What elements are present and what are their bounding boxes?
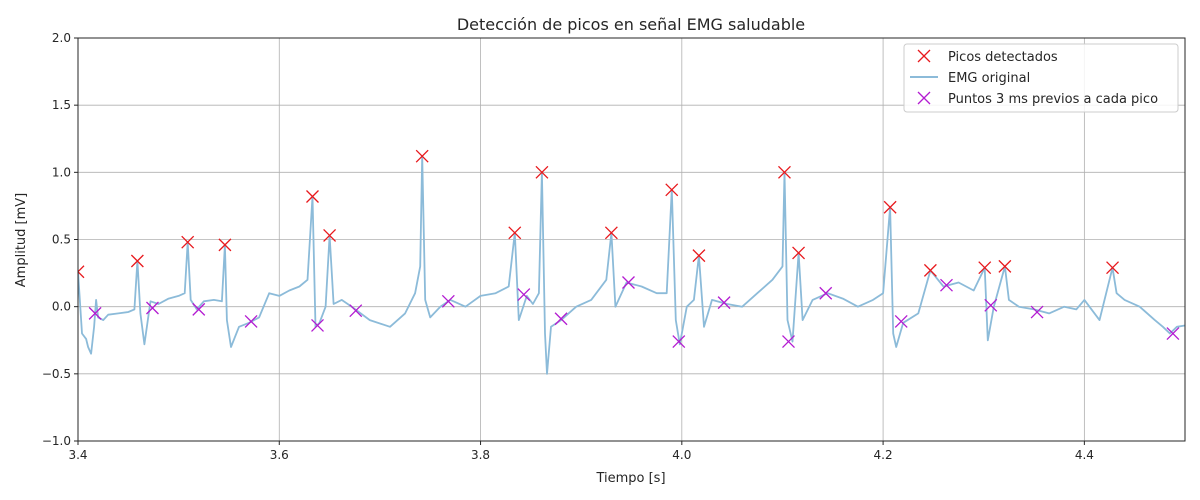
x-tick-label: 4.4 bbox=[1075, 448, 1094, 462]
pre-peak-point-marker bbox=[894, 314, 908, 328]
detected-peak-marker bbox=[130, 254, 144, 268]
emg-signal-line bbox=[78, 155, 1185, 375]
detected-peak-marker bbox=[792, 246, 806, 260]
detected-peak-marker bbox=[508, 226, 522, 240]
detected-peak-marker bbox=[883, 200, 897, 214]
pre-peak-point-marker bbox=[1030, 305, 1044, 319]
pre-peak-point-marker bbox=[311, 319, 324, 332]
pre-peak-point-marker bbox=[517, 288, 531, 302]
pre-peak-point-marker bbox=[441, 294, 455, 308]
legend-entry-label: Puntos 3 ms previos a cada pico bbox=[948, 92, 1158, 107]
x-tick-label: 3.4 bbox=[68, 448, 87, 462]
y-tick-label: −1.0 bbox=[42, 434, 71, 448]
legend-entry-label: EMG original bbox=[948, 71, 1030, 86]
detected-peak-marker bbox=[306, 190, 319, 203]
detected-peak-marker bbox=[535, 165, 549, 179]
legend: Picos detectados EMG original Puntos 3 ms … bbox=[903, 43, 1179, 113]
pre-peak-point-marker bbox=[717, 296, 731, 310]
y-tick-label: −0.5 bbox=[42, 367, 71, 381]
detected-peak-marker bbox=[604, 226, 618, 240]
x-axis-ticks: 3.4 3.6 3.8 4.0 4.2 4.4 bbox=[68, 441, 1094, 462]
detected-peak-marker bbox=[181, 235, 195, 249]
pre-peak-point-marker bbox=[349, 304, 363, 318]
pre-peak-point-marker bbox=[192, 302, 206, 316]
pre-peak-point-marker bbox=[1166, 327, 1180, 340]
pre-peak-point-marker bbox=[88, 306, 102, 320]
detected-peak-marker bbox=[218, 238, 232, 252]
x-tick-label: 4.2 bbox=[874, 448, 893, 462]
pre-peak-point-marker bbox=[146, 301, 159, 315]
chart-title: Detección de picos en señal EMG saludabl… bbox=[457, 15, 805, 34]
detected-peak-marker bbox=[665, 183, 679, 197]
detected-peak-marker bbox=[978, 261, 992, 275]
detected-peak-marker bbox=[1106, 261, 1119, 275]
pre-peak-point-marker bbox=[554, 312, 568, 326]
y-tick-label: 1.0 bbox=[52, 165, 71, 179]
legend-marker-swatch bbox=[917, 49, 931, 63]
detected-peak-marker bbox=[923, 263, 937, 277]
pre-peak-point-marker bbox=[672, 335, 686, 349]
pre-peak-point-marker bbox=[940, 278, 953, 292]
detected-peak-marker bbox=[778, 165, 791, 179]
pre-peak-point-marker bbox=[622, 276, 635, 289]
detected-peak-marker bbox=[998, 259, 1012, 273]
x-tick-label: 3.6 bbox=[270, 448, 289, 462]
x-axis-label: Tiempo [s] bbox=[595, 471, 665, 486]
detected-peak-marker bbox=[323, 229, 337, 242]
detected-peak-marker bbox=[692, 249, 706, 263]
pre-peak-point-marker bbox=[984, 298, 998, 312]
y-tick-label: 1.5 bbox=[52, 98, 71, 112]
pre-peak-point-marker bbox=[819, 286, 833, 300]
detected-peak-marker bbox=[415, 149, 429, 163]
pre-peak-point-marker bbox=[782, 335, 795, 349]
detected-peak-marker bbox=[78, 265, 85, 279]
y-tick-label: 2.0 bbox=[52, 31, 71, 45]
x-tick-label: 4.0 bbox=[672, 448, 691, 462]
plot-area bbox=[78, 149, 1185, 375]
y-axis-ticks: −1.0 −0.5 0.0 0.5 1.0 1.5 2.0 bbox=[42, 31, 78, 448]
legend-marker-swatch bbox=[917, 91, 931, 105]
y-axis-label: Amplitud [mV] bbox=[14, 193, 29, 287]
pre-peak-point-marker bbox=[244, 314, 258, 328]
legend-entry-label: Picos detectados bbox=[948, 50, 1058, 65]
legend-box bbox=[903, 43, 1179, 113]
y-tick-label: 0.0 bbox=[52, 300, 71, 314]
x-tick-label: 3.8 bbox=[471, 448, 490, 462]
y-tick-label: 0.5 bbox=[52, 233, 71, 247]
